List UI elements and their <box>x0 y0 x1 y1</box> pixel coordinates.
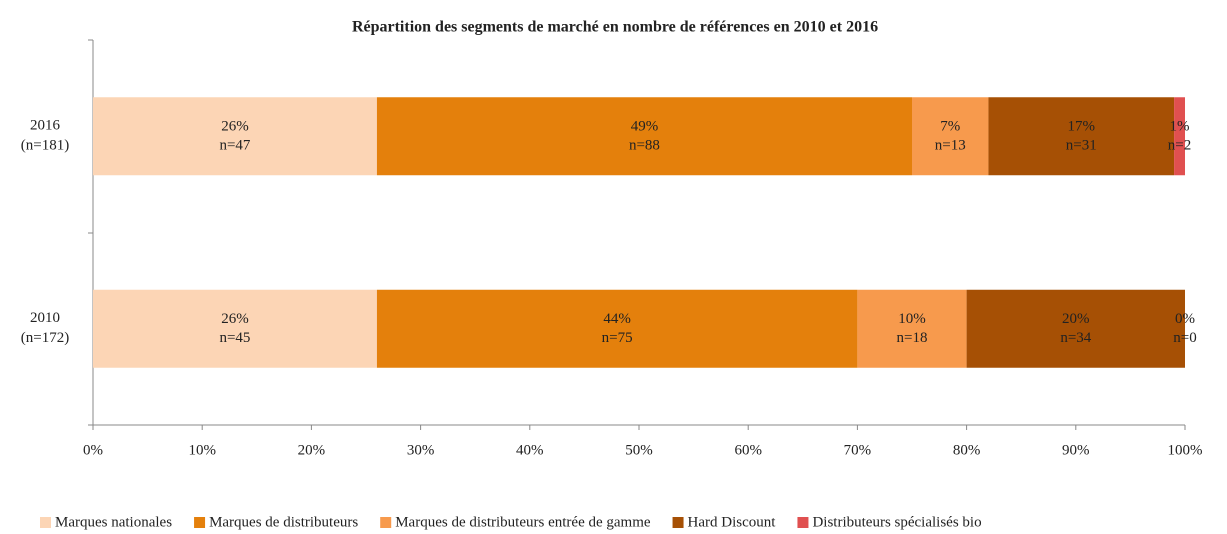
legend-label: Marques de distributeurs entrée de gamme <box>395 514 651 530</box>
x-tick-label: 30% <box>407 442 435 458</box>
bar-segment <box>1174 97 1185 176</box>
bar-segment <box>988 97 1175 176</box>
legend-label: Hard Discount <box>688 514 777 530</box>
x-tick-label: 60% <box>734 442 762 458</box>
legend-label: Distributeurs spécialisés bio <box>812 514 981 530</box>
legend-label: Marques nationales <box>55 514 172 530</box>
y-tick-label: 2016 <box>30 118 61 134</box>
legend-swatch <box>40 517 51 528</box>
data-label: 44% <box>603 311 631 327</box>
data-label: n=13 <box>935 138 966 154</box>
legend-swatch <box>672 517 684 528</box>
data-label: 0% <box>1175 311 1195 327</box>
x-tick-label: 100% <box>1168 442 1203 458</box>
data-label: n=31 <box>1066 138 1097 154</box>
bar-segment <box>966 289 1185 368</box>
data-label: 1% <box>1170 119 1190 135</box>
bar-segment <box>912 97 989 176</box>
data-label: n=45 <box>219 330 250 346</box>
x-tick-label: 0% <box>83 442 103 458</box>
data-label: 26% <box>221 119 249 135</box>
data-label: n=88 <box>629 138 660 154</box>
y-tick-label: (n=172) <box>21 330 69 346</box>
x-tick-label: 80% <box>953 442 981 458</box>
bar-segment <box>93 289 377 368</box>
data-label: 17% <box>1068 119 1096 135</box>
data-label: 10% <box>898 311 926 327</box>
bar-segment <box>93 97 377 176</box>
data-label: 26% <box>221 311 249 327</box>
data-label: n=34 <box>1060 330 1091 346</box>
data-label: n=2 <box>1168 138 1191 154</box>
data-label: 49% <box>631 119 659 135</box>
chart-title: Répartition des segments de marché en no… <box>352 19 878 36</box>
data-label: n=0 <box>1173 330 1196 346</box>
legend-label: Marques de distributeurs <box>209 514 358 530</box>
bar-segment <box>857 289 967 368</box>
bar-segment <box>376 289 858 368</box>
x-tick-label: 40% <box>516 442 544 458</box>
legend-swatch <box>380 517 392 528</box>
x-tick-label: 70% <box>844 442 872 458</box>
bar-segment <box>376 97 912 176</box>
data-label: n=75 <box>602 330 633 346</box>
data-label: n=18 <box>897 330 928 346</box>
data-label: n=47 <box>219 138 250 154</box>
x-tick-label: 90% <box>1062 442 1090 458</box>
x-tick-label: 10% <box>188 442 216 458</box>
data-label: 20% <box>1062 311 1090 327</box>
legend-swatch <box>194 517 206 528</box>
y-tick-label: (n=181) <box>21 138 69 154</box>
x-tick-label: 50% <box>625 442 653 458</box>
legend-swatch <box>797 517 809 528</box>
y-tick-label: 2010 <box>30 310 60 326</box>
data-label: 7% <box>940 119 960 135</box>
x-tick-label: 20% <box>298 442 326 458</box>
